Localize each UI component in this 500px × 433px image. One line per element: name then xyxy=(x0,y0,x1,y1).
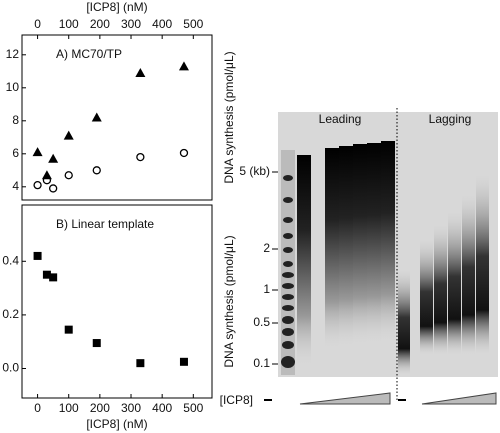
y-tick-label: 4 xyxy=(12,179,19,193)
x-axis-label: [ICP8] (nM) xyxy=(86,417,147,431)
point xyxy=(136,359,145,368)
y-tick-label: 0.4 xyxy=(2,253,19,267)
point xyxy=(32,147,43,157)
gel-label: Lagging xyxy=(429,112,472,126)
gel-label: Leading xyxy=(319,112,362,126)
y-tick-label: 0.0 xyxy=(2,361,19,375)
x-tick-label: 100 xyxy=(59,401,79,415)
y-tick-label: 0.2 xyxy=(2,307,19,321)
size-label: 0.1 xyxy=(253,356,270,370)
x-tick-label: 0 xyxy=(34,17,41,31)
y-tick-label: 8 xyxy=(12,113,19,127)
x-axis-label: [ICP8] (nM) xyxy=(86,0,147,14)
y-axis-label: DNA synthesis (pmol/μL) xyxy=(222,235,236,367)
point xyxy=(91,112,102,122)
point xyxy=(136,152,145,162)
gel-label: [ICP8] xyxy=(220,393,253,407)
point xyxy=(64,325,73,334)
size-label: 0.5 xyxy=(253,315,270,329)
size-label: 2 xyxy=(263,241,270,255)
size-label: 1 xyxy=(263,282,270,296)
point xyxy=(33,180,42,190)
point xyxy=(42,270,51,279)
point xyxy=(178,61,189,71)
y-tick-label: 6 xyxy=(12,146,19,160)
point xyxy=(92,339,101,348)
x-tick-label: 0 xyxy=(34,401,41,415)
x-tick-label: 300 xyxy=(121,401,141,415)
y-axis-label: DNA synthesis (pmol/μL) xyxy=(222,51,236,183)
point xyxy=(48,153,59,163)
size-label: 5 (kb) xyxy=(239,164,270,178)
point xyxy=(49,273,58,282)
point xyxy=(179,357,188,366)
point xyxy=(64,171,73,180)
panel-title: A) MC70/TP xyxy=(56,47,122,61)
x-tick-label: 200 xyxy=(90,17,110,31)
y-tick-label: 12 xyxy=(6,47,20,61)
x-tick-label: 400 xyxy=(152,401,172,415)
point xyxy=(179,148,189,158)
point xyxy=(33,251,42,260)
panel-title: B) Linear template xyxy=(56,217,154,231)
point xyxy=(63,130,74,140)
point xyxy=(48,184,58,193)
y-tick-label: 10 xyxy=(6,80,20,94)
point xyxy=(42,176,52,185)
gel-image xyxy=(264,108,498,405)
point xyxy=(135,67,146,77)
x-tick-label: 400 xyxy=(152,17,172,31)
plot-frame xyxy=(21,34,213,201)
x-tick-label: 500 xyxy=(183,401,203,415)
x-tick-label: 300 xyxy=(121,17,141,31)
plot-frame xyxy=(21,204,213,399)
x-tick-label: 100 xyxy=(59,17,79,31)
point xyxy=(41,170,52,180)
point xyxy=(92,166,101,175)
x-tick-label: 200 xyxy=(90,401,110,415)
x-tick-label: 500 xyxy=(183,17,203,31)
